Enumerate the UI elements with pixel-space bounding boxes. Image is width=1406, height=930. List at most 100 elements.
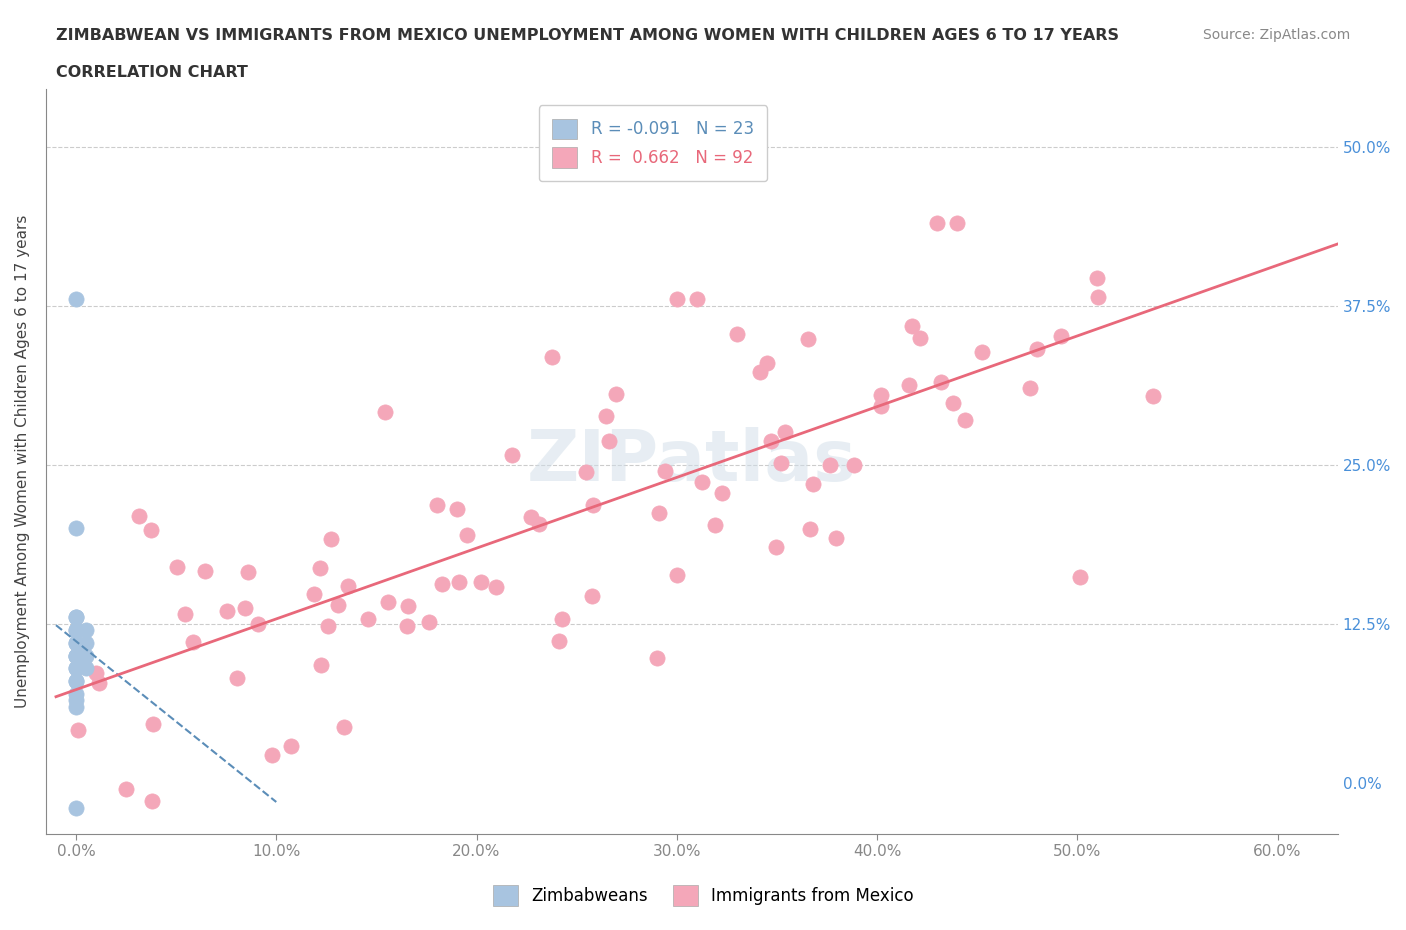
Point xyxy=(377,594,399,609)
Point xyxy=(801,476,824,491)
Point xyxy=(238,565,260,579)
Point xyxy=(65,635,87,650)
Point xyxy=(336,578,359,593)
Point xyxy=(942,395,965,410)
Point xyxy=(595,409,617,424)
Point xyxy=(929,375,952,390)
Point xyxy=(541,350,564,365)
Point xyxy=(529,516,551,531)
Point xyxy=(870,387,893,402)
Point xyxy=(456,527,478,542)
Point xyxy=(174,606,197,621)
Point xyxy=(65,648,87,663)
Point xyxy=(761,433,783,448)
Point xyxy=(844,457,866,472)
Point xyxy=(87,676,110,691)
Text: ZIPatlas: ZIPatlas xyxy=(527,427,856,496)
Point xyxy=(65,661,87,676)
Point xyxy=(65,699,87,714)
Point xyxy=(217,604,239,618)
Point xyxy=(908,330,931,345)
Point xyxy=(418,615,440,630)
Point xyxy=(598,433,620,448)
Point xyxy=(485,579,508,594)
Point xyxy=(1085,271,1108,286)
Point xyxy=(67,723,90,737)
Point xyxy=(65,686,87,701)
Point xyxy=(246,617,269,631)
Point xyxy=(654,463,676,478)
Point xyxy=(308,560,330,575)
Point xyxy=(139,523,162,538)
Legend: R = -0.091   N = 23, R =  0.662   N = 92: R = -0.091 N = 23, R = 0.662 N = 92 xyxy=(538,105,768,180)
Point xyxy=(75,661,97,676)
Point xyxy=(799,522,821,537)
Point xyxy=(953,413,976,428)
Point xyxy=(65,648,87,663)
Point xyxy=(142,717,165,732)
Point xyxy=(194,564,217,578)
Point xyxy=(725,326,748,341)
Point xyxy=(128,509,150,524)
Point xyxy=(796,331,818,346)
Point xyxy=(1142,389,1164,404)
Point xyxy=(520,510,543,525)
Point xyxy=(581,589,603,604)
Text: Source: ZipAtlas.com: Source: ZipAtlas.com xyxy=(1202,28,1350,42)
Point xyxy=(551,611,574,626)
Point xyxy=(820,458,842,472)
Point xyxy=(233,601,256,616)
Point xyxy=(115,782,138,797)
Point xyxy=(665,567,688,582)
Point xyxy=(65,521,87,536)
Point xyxy=(65,648,87,663)
Point xyxy=(65,635,87,650)
Point xyxy=(704,517,727,532)
Point xyxy=(711,485,734,500)
Y-axis label: Unemployment Among Women with Children Ages 6 to 17 years: Unemployment Among Women with Children A… xyxy=(15,215,30,709)
Point xyxy=(65,623,87,638)
Point xyxy=(665,292,688,307)
Point xyxy=(316,618,339,633)
Point xyxy=(84,666,107,681)
Point xyxy=(690,474,713,489)
Point xyxy=(181,635,204,650)
Point xyxy=(897,378,920,392)
Point xyxy=(765,539,787,554)
Point xyxy=(1018,380,1040,395)
Point xyxy=(449,575,471,590)
Point xyxy=(773,425,796,440)
Point xyxy=(395,618,418,633)
Point xyxy=(605,387,627,402)
Point xyxy=(645,651,668,666)
Point xyxy=(65,292,87,307)
Point xyxy=(260,747,283,762)
Point xyxy=(748,365,770,380)
Point xyxy=(547,633,569,648)
Point xyxy=(65,693,87,708)
Text: ZIMBABWEAN VS IMMIGRANTS FROM MEXICO UNEMPLOYMENT AMONG WOMEN WITH CHILDREN AGES: ZIMBABWEAN VS IMMIGRANTS FROM MEXICO UNE… xyxy=(56,28,1119,43)
Point xyxy=(357,612,380,627)
Point xyxy=(1049,328,1071,343)
Point xyxy=(1026,342,1049,357)
Point xyxy=(65,673,87,688)
Point xyxy=(430,577,453,591)
Point xyxy=(226,671,249,685)
Legend: Zimbabweans, Immigrants from Mexico: Zimbabweans, Immigrants from Mexico xyxy=(486,879,920,912)
Point xyxy=(470,575,492,590)
Point xyxy=(309,658,332,672)
Point xyxy=(65,661,87,676)
Text: CORRELATION CHART: CORRELATION CHART xyxy=(56,65,247,80)
Point xyxy=(166,559,188,574)
Point xyxy=(501,448,523,463)
Point xyxy=(769,456,792,471)
Point xyxy=(302,587,325,602)
Point xyxy=(65,673,87,688)
Point xyxy=(446,501,468,516)
Point xyxy=(65,623,87,638)
Point xyxy=(927,216,949,231)
Point xyxy=(75,635,97,650)
Point xyxy=(280,738,302,753)
Point xyxy=(946,216,969,231)
Point xyxy=(319,532,342,547)
